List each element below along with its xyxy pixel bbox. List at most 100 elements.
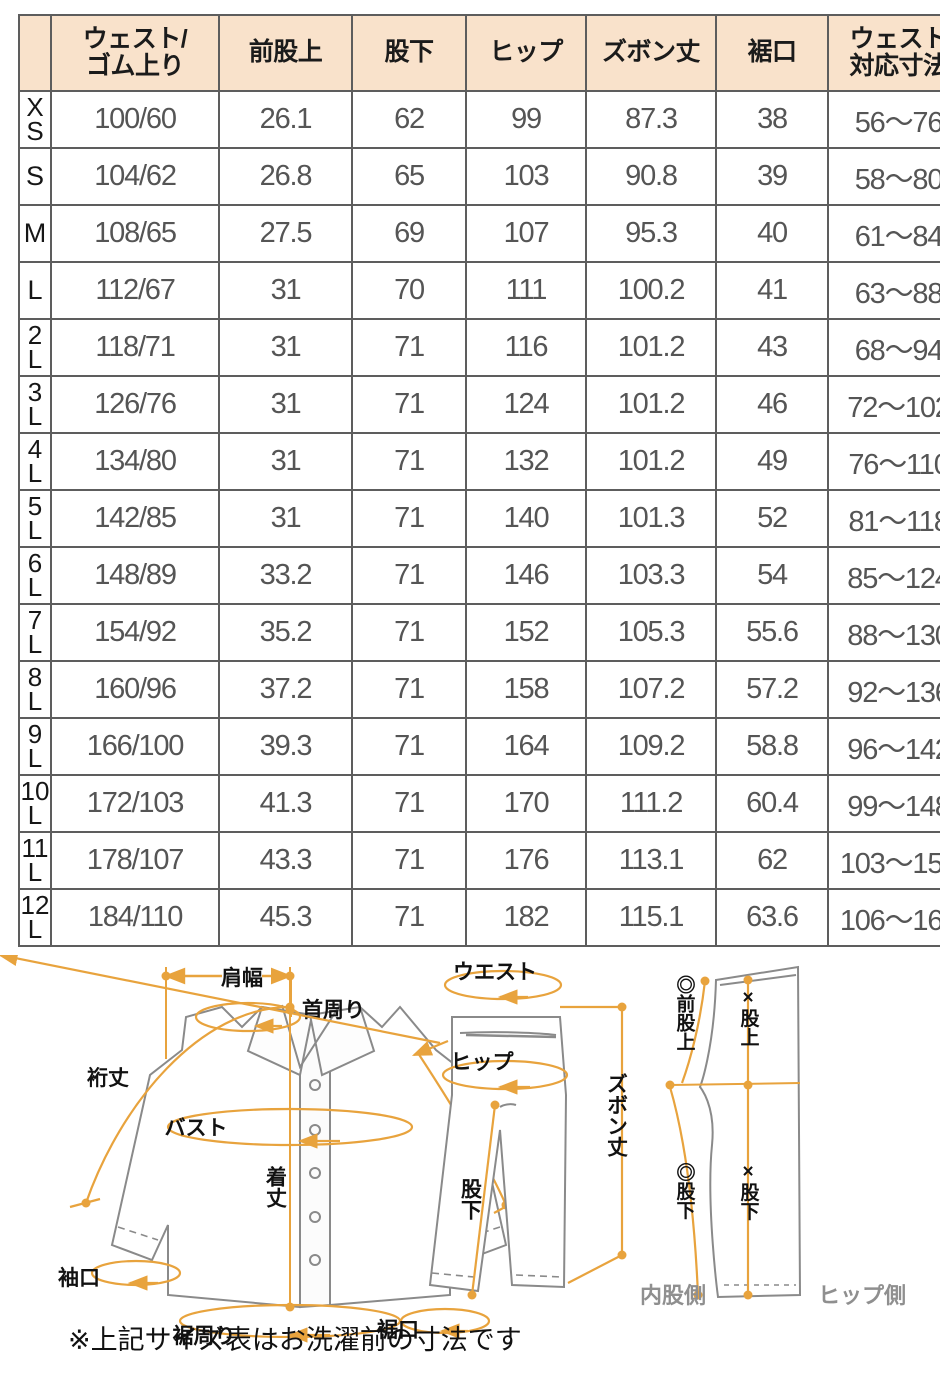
header-label-line1: 前股上 (248, 38, 323, 67)
cell-waist-gom: 160/96 (50, 660, 220, 719)
cell-susoguchi: 49 (715, 432, 829, 491)
header-cell-waist-taiou: ウェスト 対応寸法 (827, 14, 940, 92)
cell-waist-gom: 104/62 (50, 147, 220, 206)
size-label-bottom: L (27, 856, 43, 887)
cell-waist-taiou: 96〜142 (827, 717, 940, 776)
cell-waist-gom: 154/92 (50, 603, 220, 662)
front-rise-dot-top (700, 976, 710, 986)
cell-waist-taiou: 81〜118 (827, 489, 940, 548)
cell-hip: 176 (465, 831, 587, 890)
cell-mae-matagami: 27.5 (218, 204, 353, 263)
size-label-top: 12 (20, 889, 50, 920)
cell-mae-matagami: 31 (218, 318, 353, 377)
header-cell-matashita: 股下 (351, 14, 467, 92)
cell-waist-taiou: 61〜84 (827, 204, 940, 263)
cell-zubon-take: 111.2 (585, 774, 717, 833)
crotch-label-rise: ×股上 (738, 988, 760, 1047)
shoulder-dot-left (161, 971, 171, 981)
cell-hip: 170 (465, 774, 587, 833)
cell-susoguchi: 40 (715, 204, 829, 263)
cell-susoguchi: 54 (715, 546, 829, 605)
cell-waist-taiou: 72〜102 (827, 375, 940, 434)
size-label-top: M (23, 218, 47, 249)
cell-matashita: 71 (351, 432, 467, 491)
size-label-bottom: S (26, 115, 44, 146)
pants-length-dot-bottom (617, 1250, 627, 1260)
pants-label-inseam: 股下 (459, 1178, 483, 1220)
cell-matashita: 71 (351, 717, 467, 776)
cell-zubon-take: 95.3 (585, 204, 717, 263)
cell-waist-taiou: 58〜80 (827, 147, 940, 206)
size-label-bottom: L (27, 799, 43, 830)
cell-zubon-take: 101.2 (585, 432, 717, 491)
inseam-circle-dot-bottom (693, 1290, 703, 1300)
yuki-curve (84, 1005, 291, 1204)
crotch-label-hip-side: ヒップ側 (818, 1283, 906, 1308)
table-row: 10 L 172/103 41.3 71 170 111.2 60.4 99〜148 (18, 774, 940, 833)
shirt-button (309, 1167, 321, 1179)
cell-susoguchi: 60.4 (715, 774, 829, 833)
cell-mae-matagami: 39.3 (218, 717, 353, 776)
cell-waist-gom: 184/110 (50, 888, 220, 947)
cell-susoguchi: 58.8 (715, 717, 829, 776)
table-row: M 108/65 27.5 69 107 95.3 40 61〜84 (18, 204, 940, 263)
cell-susoguchi: 39 (715, 147, 829, 206)
cell-hip: 111 (465, 261, 587, 320)
size-table-body: X S 100/60 26.1 62 99 87.3 38 56〜76 S 104/62 26.8 65… (18, 90, 940, 947)
table-row: 5 L 142/85 31 71 140 101.3 52 81〜118 (18, 489, 940, 548)
shirt-button (309, 1254, 321, 1266)
cuff-ellipse (90, 1259, 182, 1287)
size-label-cell: 10 L (18, 774, 52, 833)
body-length-dot-bottom (285, 1302, 295, 1312)
size-label-cell: S (18, 147, 52, 206)
cell-susoguchi: 63.6 (715, 888, 829, 947)
header-label-line1: 裾口 (747, 38, 797, 67)
crotch-panel-outline (698, 965, 802, 1299)
pants-length-dot-top (617, 1002, 627, 1012)
header-label-line2: ゴム上り (85, 52, 185, 80)
table-row: X S 100/60 26.1 62 99 87.3 38 56〜76 (18, 90, 940, 149)
table-row: L 112/67 31 70 111 100.2 41 63〜88 (18, 261, 940, 320)
pants-waistband (459, 1031, 557, 1036)
size-label-top: 3 (27, 376, 43, 407)
inseam-circle-curve (668, 1086, 700, 1296)
shirt-label-bust: バスト (165, 1117, 228, 1140)
neck-ellipse (194, 1001, 302, 1033)
cell-mae-matagami: 35.2 (218, 603, 353, 662)
cell-susoguchi: 38 (715, 90, 829, 149)
shirt-label-hem: 裾周り (173, 1324, 236, 1348)
cell-zubon-take: 100.2 (585, 261, 717, 320)
pants-length-bottom-tie (567, 1254, 623, 1284)
size-label-cell: M (18, 204, 52, 263)
cell-zubon-take: 103.3 (585, 546, 717, 605)
size-table-container: ウェスト/ ゴム上り 前股上 股下 ヒップ (18, 14, 940, 947)
shirt-label-shoulder-width: 肩幅 (221, 966, 263, 990)
size-label-bottom: L (27, 742, 43, 773)
cell-mae-matagami: 31 (218, 432, 353, 491)
bust-ellipse (166, 1107, 414, 1147)
cell-waist-taiou: 99〜148 (827, 774, 940, 833)
header-cell-mae-matagami: 前股上 (218, 14, 353, 92)
cell-susoguchi: 62 (715, 831, 829, 890)
header-cell-waist-gom: ウェスト/ ゴム上り (50, 14, 220, 92)
cell-zubon-take: 101.3 (585, 489, 717, 548)
cell-matashita: 71 (351, 489, 467, 548)
cell-matashita: 70 (351, 261, 467, 320)
header-label-line2: 対応寸法 (849, 52, 940, 80)
header-cell-size (18, 14, 52, 92)
cell-hip: 146 (465, 546, 587, 605)
size-label-top: 9 (27, 718, 43, 749)
shirt-label-yuki: 裄丈 (86, 1067, 129, 1090)
cell-susoguchi: 41 (715, 261, 829, 320)
measurement-diagrams: 肩幅 首周り 裄丈 袖丈 バスト 着丈 (0, 955, 940, 1375)
cell-matashita: 71 (351, 831, 467, 890)
cell-waist-gom: 142/85 (50, 489, 220, 548)
pants-hem-stitch-right (515, 1274, 563, 1278)
cell-susoguchi: 55.6 (715, 603, 829, 662)
size-label-bottom: L (27, 514, 43, 545)
table-row: 6 L 148/89 33.2 71 146 103.3 54 85〜124 (18, 546, 940, 605)
cell-hip: 140 (465, 489, 587, 548)
